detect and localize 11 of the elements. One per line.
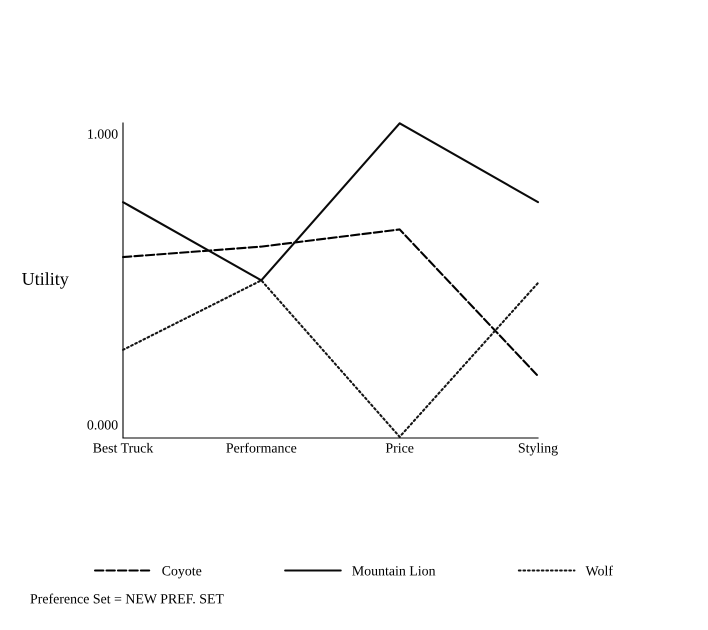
y-axis-title: Utility [22,272,69,289]
y-tick-label: 1.000 [88,129,118,139]
legend-label: Mountain Lion [352,566,436,576]
x-tick-label: Styling [518,442,558,456]
x-tick-label: Price [386,443,414,453]
legend-label: Coyote [162,566,202,578]
text: Preference Set = NEW PREF. SET [30,594,224,604]
legend-label: Wolf [586,566,613,576]
x-tick-label: Best Truck [93,442,154,453]
x-tick-label: Performance [226,442,296,453]
y-tick-label: 0.000 [87,420,118,430]
